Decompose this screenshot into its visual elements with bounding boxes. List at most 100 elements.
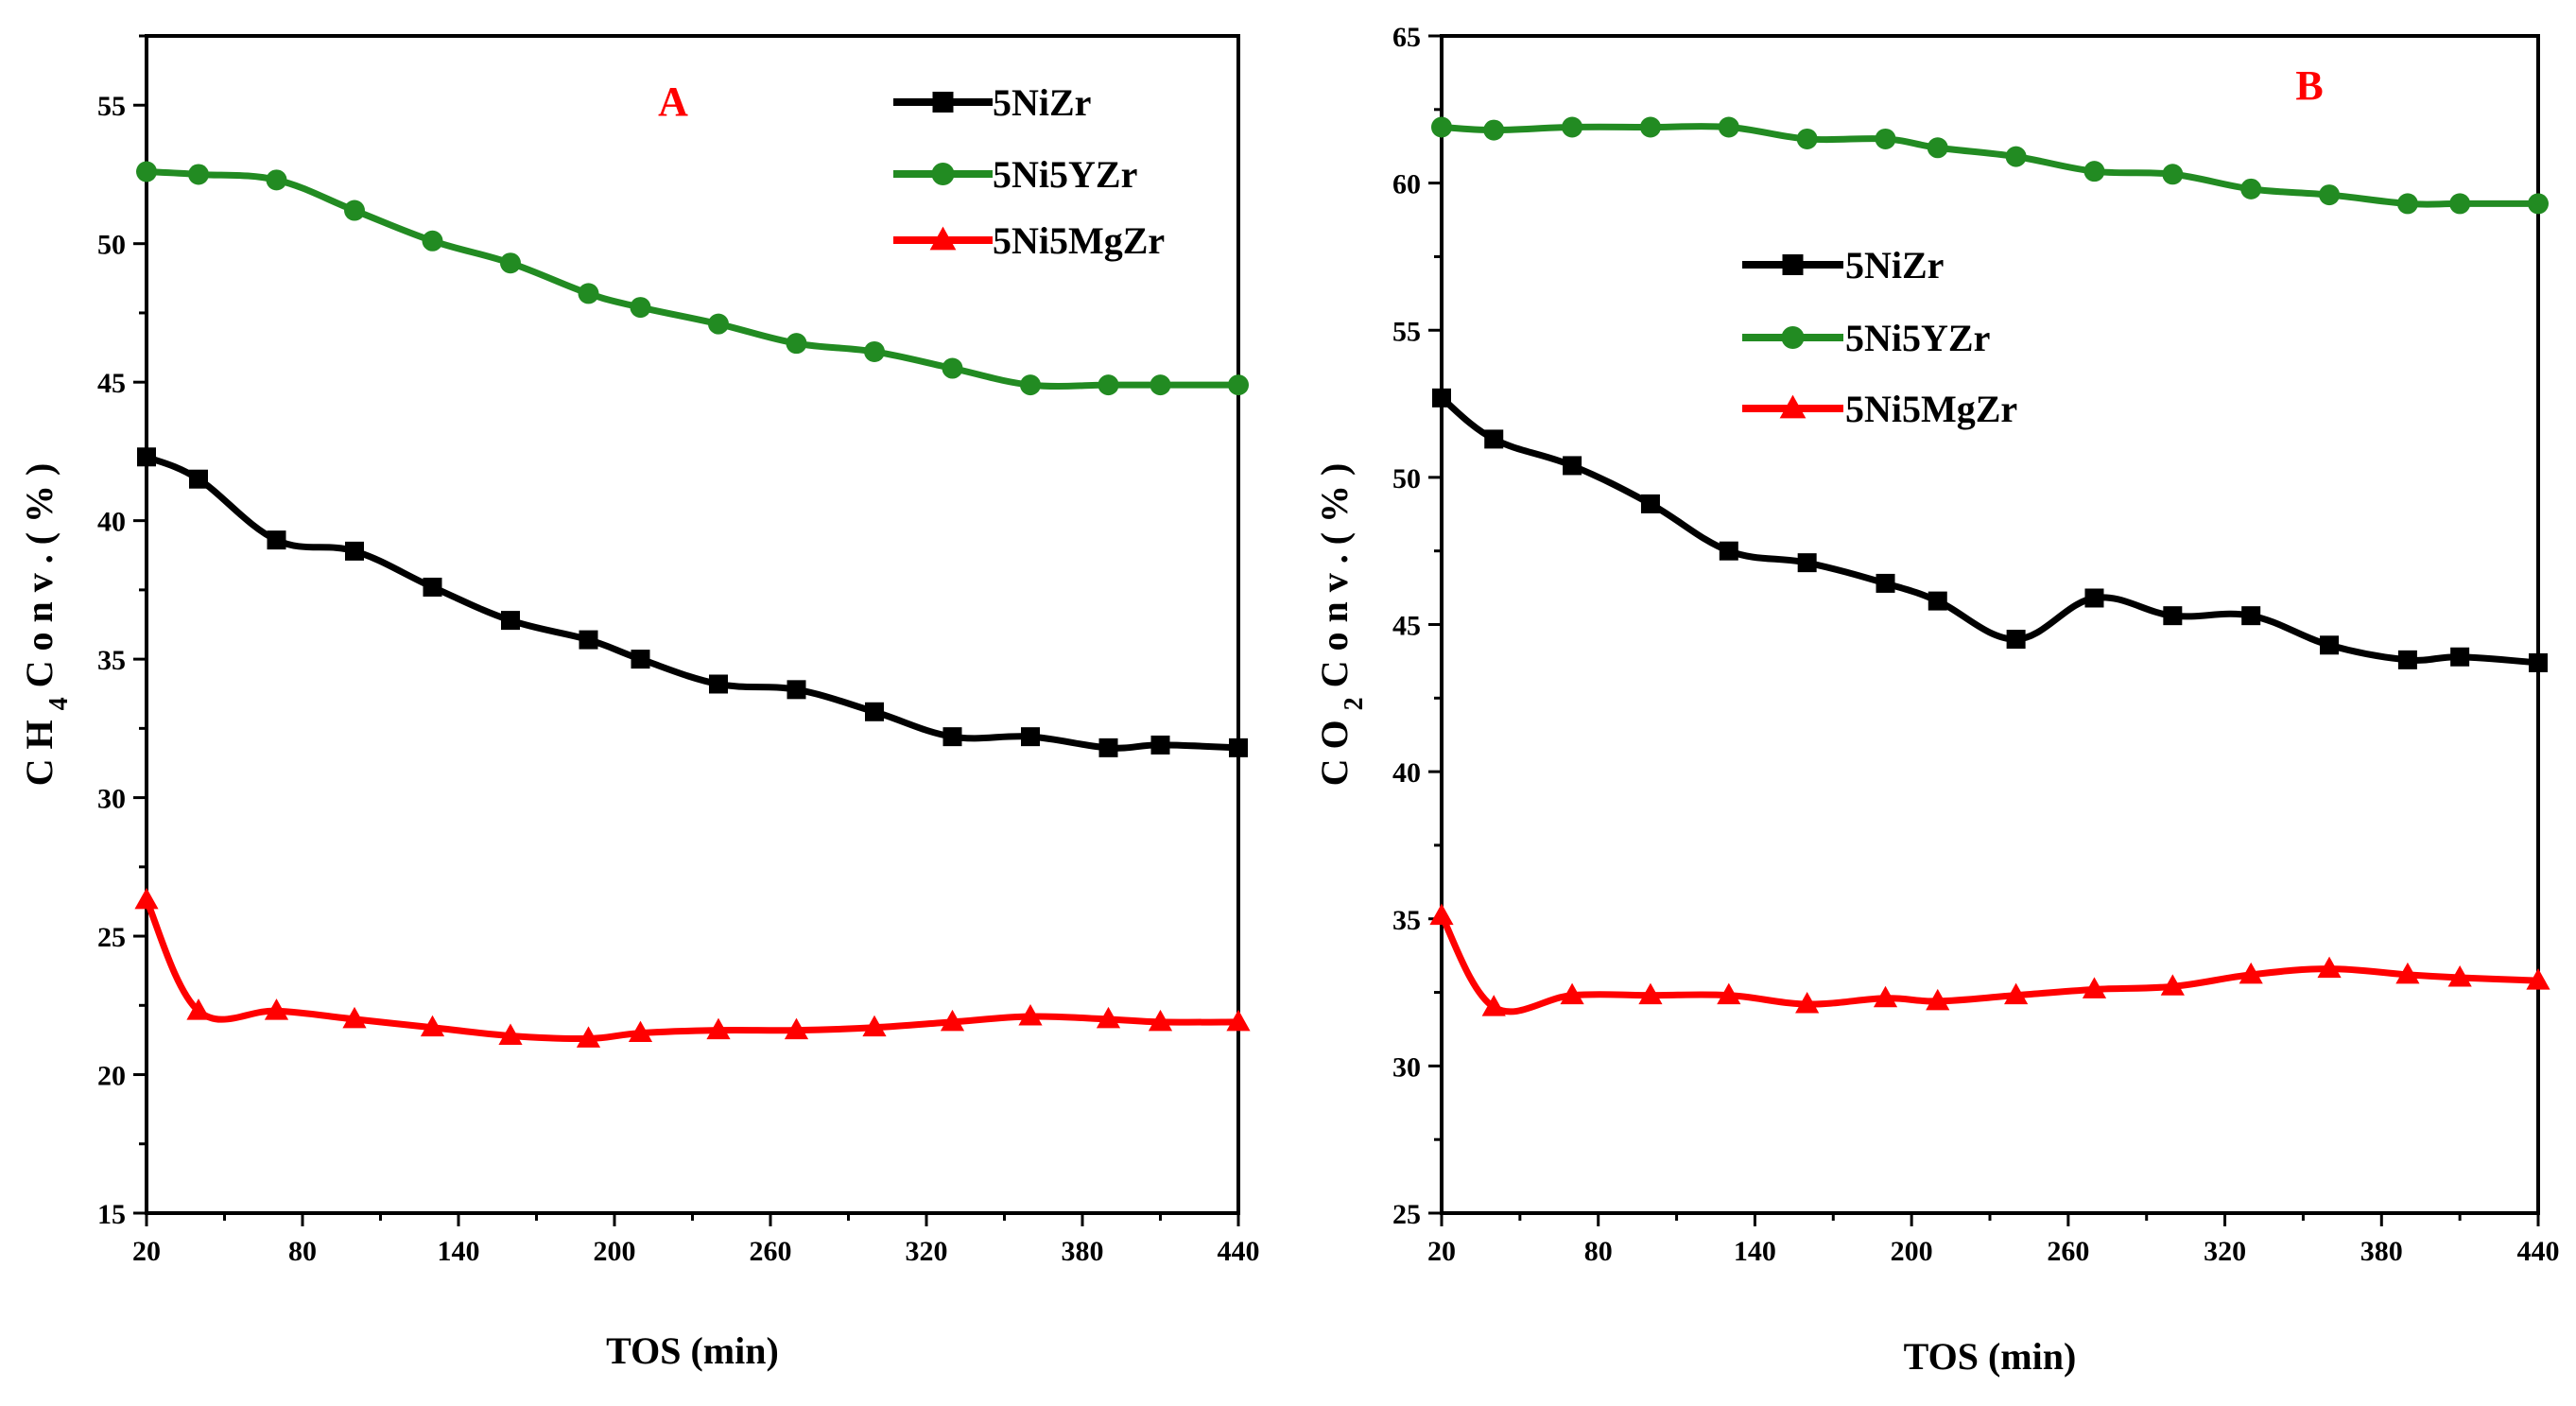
- data-point: [864, 340, 885, 362]
- legend-label: 5NiZr: [1845, 244, 1944, 286]
- legend-marker: [1779, 394, 1807, 419]
- legend-marker: [932, 92, 954, 113]
- legend-marker: [929, 226, 957, 251]
- data-point: [706, 1017, 731, 1040]
- y-tick-label: 25: [97, 922, 126, 953]
- series-5Ni5MgZr: [134, 887, 1251, 1048]
- data-point: [2320, 635, 2340, 655]
- legend-label: 5Ni5YZr: [993, 153, 1137, 196]
- data-point: [630, 297, 651, 319]
- data-point: [1718, 116, 1739, 138]
- data-point: [2395, 962, 2420, 984]
- series-line: [143, 168, 1242, 391]
- series-line: [143, 896, 1242, 1043]
- legend-label: 5Ni5YZr: [1845, 317, 1990, 359]
- data-point: [1795, 991, 1820, 1014]
- data-point: [1717, 982, 1741, 1005]
- data-point: [2528, 193, 2549, 215]
- y-tick-label: 65: [1392, 22, 1421, 53]
- y-tick-label: 35: [1392, 905, 1421, 936]
- data-point: [342, 1006, 367, 1029]
- y-axis-label: C H 4 C o n v . ( % ): [18, 463, 74, 787]
- data-point: [2004, 982, 2029, 1005]
- data-point: [1719, 541, 1738, 561]
- data-point: [420, 1015, 445, 1037]
- y-tick-label: 60: [1392, 169, 1421, 200]
- data-point: [2082, 977, 2107, 998]
- x-tick-label: 80: [288, 1236, 317, 1267]
- data-point: [787, 680, 806, 700]
- legend-label: 5Ni5MgZr: [993, 219, 1165, 262]
- data-point: [862, 1015, 887, 1037]
- data-point: [1484, 429, 1504, 449]
- y-tick-label: 30: [97, 784, 126, 815]
- y-tick-label: 30: [1392, 1051, 1421, 1083]
- data-point: [264, 998, 289, 1020]
- y-tick-label: 50: [1392, 463, 1421, 495]
- data-point: [2162, 164, 2184, 185]
- data-point: [2160, 974, 2185, 996]
- y-tick-label: 55: [97, 91, 126, 122]
- data-point: [631, 650, 650, 669]
- series-line: [1438, 122, 2542, 208]
- data-point: [1150, 374, 1171, 396]
- data-point: [942, 727, 962, 747]
- data-point: [1150, 735, 1170, 755]
- data-point: [2396, 193, 2418, 215]
- x-axis-label: TOS (min): [1904, 1335, 2077, 1378]
- y-axis-label-subscript: 2: [1340, 697, 1369, 710]
- x-tick-label: 440: [2517, 1236, 2560, 1267]
- data-point: [2005, 146, 2027, 167]
- data-point: [188, 164, 209, 185]
- plot-frame: [145, 34, 1240, 1215]
- series-5Ni5YZr: [136, 161, 1249, 396]
- legend-marker: [1782, 254, 1804, 275]
- data-point: [1483, 119, 1505, 141]
- data-point: [267, 530, 286, 550]
- series-5Ni5YZr: [1431, 116, 2549, 215]
- y-tick-label: 35: [97, 645, 126, 676]
- data-point: [1560, 982, 1584, 1005]
- data-point: [1796, 128, 1818, 149]
- data-point: [1639, 116, 1661, 138]
- data-point: [186, 998, 211, 1020]
- x-tick-label: 320: [2204, 1236, 2246, 1267]
- y-axis-label: C O 2 C o n v . ( % ): [1313, 463, 1369, 787]
- data-point: [2240, 178, 2262, 200]
- data-point: [1926, 988, 1950, 1011]
- data-point: [628, 1020, 653, 1043]
- y-tick-label: 20: [97, 1061, 126, 1092]
- series-5NiZr: [137, 447, 1248, 757]
- data-point: [1927, 137, 1948, 159]
- data-point: [136, 161, 157, 182]
- data-point: [134, 887, 159, 910]
- data-point: [2239, 962, 2263, 984]
- panel-label: A: [658, 78, 688, 125]
- data-point: [344, 200, 365, 221]
- data-point: [501, 611, 520, 631]
- x-tick-label: 140: [438, 1236, 480, 1267]
- x-tick-label: 380: [1062, 1236, 1104, 1267]
- data-point: [1481, 995, 1506, 1016]
- y-tick-label: 50: [97, 230, 126, 261]
- chart-panel-a: 20 80 140 200 260 320 380 440152025303540455055…: [18, 34, 1260, 1372]
- data-point: [1098, 738, 1118, 757]
- data-point: [579, 630, 598, 650]
- y-axis-label-subscript: 4: [44, 697, 74, 710]
- y-axis-label-part: C o n v . ( % ): [1313, 463, 1356, 698]
- data-point: [1429, 903, 1454, 926]
- data-point: [2084, 588, 2104, 608]
- data-point: [2006, 630, 2026, 650]
- data-point: [422, 230, 443, 252]
- x-tick-label: 200: [594, 1236, 636, 1267]
- y-axis-label-part: C H: [18, 710, 61, 786]
- y-tick-label: 55: [1392, 316, 1421, 347]
- data-point: [786, 333, 807, 355]
- y-tick-label: 40: [97, 507, 126, 538]
- x-tick-label: 260: [2047, 1236, 2089, 1267]
- data-point: [784, 1017, 809, 1040]
- data-point: [1018, 1003, 1043, 1026]
- data-point: [498, 1023, 523, 1045]
- data-point: [865, 702, 884, 721]
- data-point: [2083, 161, 2105, 182]
